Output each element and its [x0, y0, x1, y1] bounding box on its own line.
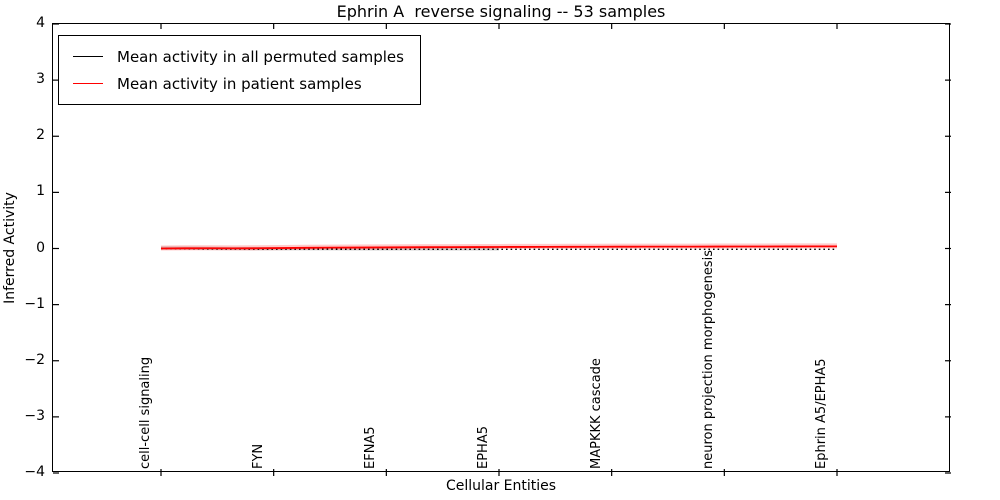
x-tick-label: EPHA5: [476, 426, 491, 469]
legend: Mean activity in all permuted samples Me…: [58, 35, 421, 105]
x-tick-label: EFNA5: [363, 426, 379, 469]
y-tick-label: −1: [24, 295, 45, 312]
x-tick-label: cell-cell signaling: [138, 356, 153, 469]
y-tick-label: −4: [24, 464, 45, 480]
permuted-line-sample: [73, 56, 103, 57]
y-tick-label: 2: [36, 127, 45, 144]
legend-item-patient: Mean activity in patient samples: [73, 70, 404, 97]
legend-item-permuted: Mean activity in all permuted samples: [73, 43, 404, 70]
x-tick-label: Ephrin A5/EPHA5: [814, 358, 829, 469]
y-tick-label: 3: [36, 71, 45, 88]
legend-label: Mean activity in patient samples: [117, 74, 362, 93]
patient-mean-line: [160, 245, 837, 250]
x-tick-label: MAPKKK cascade: [588, 358, 604, 469]
plot-lines: [53, 23, 951, 476]
legend-label: Mean activity in all permuted samples: [117, 47, 404, 66]
y-tick-label: 4: [36, 15, 45, 31]
patient-line-sample: [73, 83, 103, 84]
y-tick-label: −3: [24, 407, 45, 424]
y-tick-label: −2: [24, 351, 45, 368]
y-tick-label: 0: [36, 239, 45, 256]
chart-title: Ephrin A reverse signaling -- 53 samples: [336, 2, 666, 21]
x-tick-label: FYN: [250, 443, 266, 469]
y-tick-label: 1: [36, 183, 45, 200]
x-axis-label: Cellular Entities: [445, 478, 557, 494]
x-tick-label: neuron projection morphogenesis: [701, 250, 717, 469]
